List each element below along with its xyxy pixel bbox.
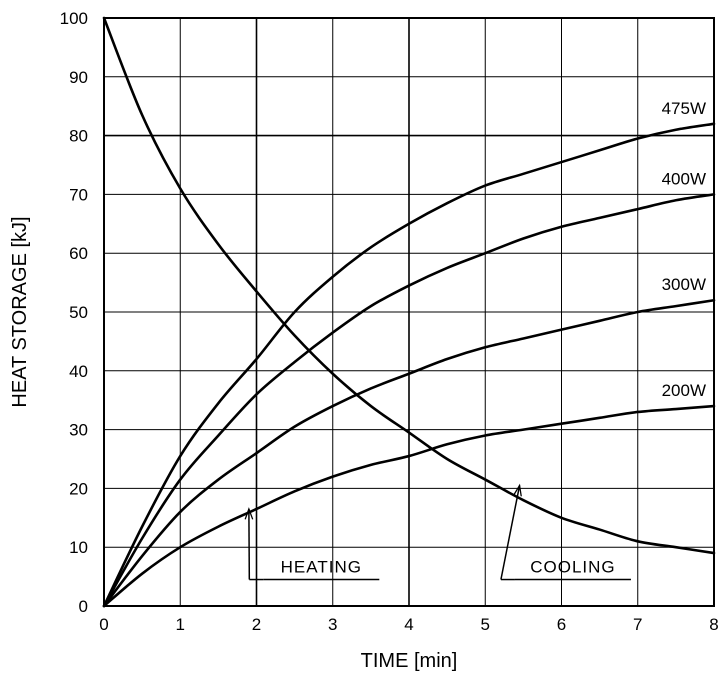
y-tick-label: 30 bbox=[69, 421, 88, 440]
y-axis-title: HEAT STORAGE [kJ] bbox=[9, 216, 31, 407]
y-tick-label: 10 bbox=[69, 538, 88, 557]
series-label: 200W bbox=[662, 381, 706, 400]
y-tick-label: 20 bbox=[69, 479, 88, 498]
x-tick-label: 7 bbox=[633, 615, 642, 634]
plot-border bbox=[103, 17, 715, 607]
x-tick-label: 5 bbox=[481, 615, 490, 634]
annotation-arrowhead bbox=[244, 507, 254, 520]
y-tick-label: 0 bbox=[79, 597, 88, 616]
x-tick-label: 3 bbox=[328, 615, 337, 634]
x-tick-label: 4 bbox=[404, 615, 413, 634]
series-line-400w bbox=[102, 193, 716, 608]
series-labels: 475W 400W 300W 200W bbox=[662, 99, 706, 400]
x-tick-label: 8 bbox=[709, 615, 718, 634]
y-tick-label: 100 bbox=[60, 9, 88, 28]
series-line-cooling bbox=[102, 16, 716, 555]
x-axis-title: TIME [min] bbox=[361, 650, 458, 672]
x-tick-label: 2 bbox=[252, 615, 261, 634]
y-tick-label: 70 bbox=[69, 185, 88, 204]
x-tick-label: 1 bbox=[176, 615, 185, 634]
y-tick-label: 60 bbox=[69, 244, 88, 263]
annotation-label: HEATING bbox=[281, 558, 362, 577]
series-lines bbox=[102, 16, 716, 608]
y-tick-label: 50 bbox=[69, 303, 88, 322]
series-label: 300W bbox=[662, 275, 706, 294]
grid bbox=[104, 18, 714, 606]
series-label: 400W bbox=[662, 169, 706, 188]
annotations: HEATING COOLING bbox=[244, 483, 631, 581]
series-label: 475W bbox=[662, 99, 706, 118]
series-line-200w bbox=[102, 404, 716, 608]
plot-frame bbox=[103, 17, 715, 607]
y-tick-label: 40 bbox=[69, 362, 88, 381]
series-line-300w bbox=[102, 298, 716, 608]
x-tick-label: 0 bbox=[99, 615, 108, 634]
series-line-475w bbox=[102, 122, 716, 608]
x-tick-label: 6 bbox=[557, 615, 566, 634]
y-tick-label: 90 bbox=[69, 68, 88, 87]
annotation-leader bbox=[500, 485, 521, 580]
annotation-arrowhead bbox=[513, 483, 522, 497]
y-tick-label: 80 bbox=[69, 127, 88, 146]
annotation-label: COOLING bbox=[530, 558, 615, 577]
